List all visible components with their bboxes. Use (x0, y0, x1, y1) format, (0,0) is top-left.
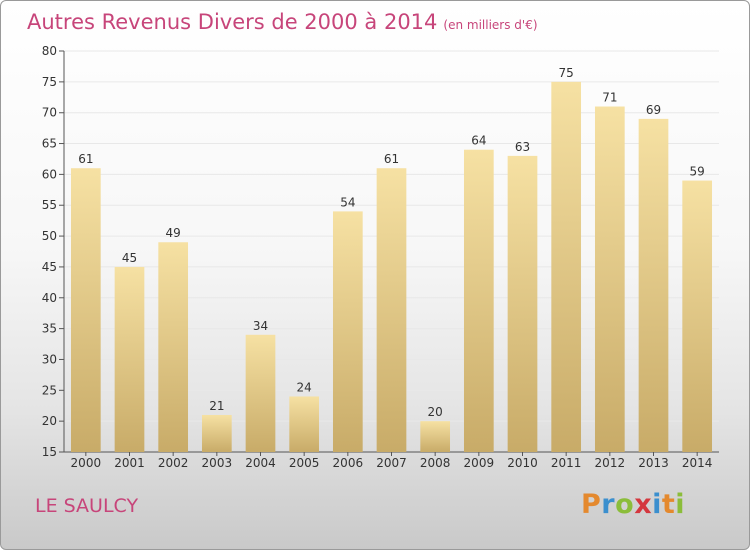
bar-2003 (201, 414, 232, 452)
x-tick-label: 2010 (507, 456, 538, 470)
labels: 15 20 25 30 35 40 45 50 55 60 65 70 75 80 61 2000 45 2001… (42, 44, 713, 470)
x-tick-label: 2008 (420, 456, 451, 470)
x-tick-label: 2001 (114, 456, 145, 470)
y-tick-label: 35 (42, 322, 57, 336)
y-tick-label: 25 (42, 383, 57, 397)
logo-letter: r (601, 489, 616, 520)
x-tick-label: 2002 (158, 456, 189, 470)
y-tick-label: 50 (42, 229, 57, 243)
bar-2004 (245, 334, 276, 452)
x-tick-label: 2007 (376, 456, 407, 470)
x-tick-label: 2006 (333, 456, 364, 470)
bar-2000 (70, 168, 101, 452)
data-label-2012: 71 (602, 91, 617, 105)
y-tick-label: 75 (42, 75, 57, 89)
bars (70, 81, 713, 453)
y-tick-label: 15 (42, 445, 57, 459)
data-label-2001: 45 (122, 251, 137, 265)
bar-2014 (682, 180, 713, 453)
data-label-2007: 61 (384, 152, 399, 166)
bar-2013 (638, 118, 669, 452)
y-tick-label: 30 (42, 352, 57, 366)
bar-2001 (114, 266, 145, 452)
y-tick-label: 55 (42, 198, 57, 212)
bar-2005 (289, 396, 320, 452)
logo-letter: i (675, 489, 686, 520)
logo-letter: P (581, 489, 602, 520)
bar-2012 (594, 106, 625, 453)
x-tick-label: 2004 (245, 456, 276, 470)
bar-2009 (463, 149, 494, 452)
bar-2006 (332, 211, 363, 452)
data-label-2000: 61 (78, 152, 93, 166)
x-tick-label: 2000 (71, 456, 102, 470)
x-tick-label: 2012 (595, 456, 626, 470)
x-tick-label: 2011 (551, 456, 582, 470)
y-tick-label: 20 (42, 414, 57, 428)
data-label-2004: 34 (253, 319, 268, 333)
logo-letter: t (661, 489, 676, 520)
data-label-2011: 75 (559, 66, 574, 80)
y-tick-label: 45 (42, 260, 57, 274)
y-tick-label: 60 (42, 167, 57, 181)
x-tick-label: 2014 (682, 456, 713, 470)
data-label-2014: 59 (690, 165, 705, 179)
data-label-2008: 20 (428, 405, 443, 419)
x-tick-label: 2003 (202, 456, 233, 470)
bar-2008 (420, 421, 451, 452)
data-label-2002: 49 (166, 226, 181, 240)
chart-title-text: Autres Revenus Divers de 2000 à 2014 (27, 10, 438, 34)
bar-2002 (158, 242, 189, 452)
x-tick-label: 2013 (638, 456, 669, 470)
proxiti-logo: Proxiti (581, 489, 685, 520)
bar-2011 (551, 81, 582, 452)
data-label-2013: 69 (646, 103, 661, 117)
data-label-2010: 63 (515, 140, 530, 154)
logo-letter: x (634, 489, 653, 520)
chart-title: Autres Revenus Divers de 2000 à 2014 (en … (27, 10, 538, 34)
y-tick-label: 70 (42, 106, 57, 120)
data-label-2006: 54 (340, 195, 355, 209)
data-label-2009: 64 (471, 134, 486, 148)
bar-2007 (376, 168, 407, 452)
chart-unit: (en milliers d'€) (443, 18, 538, 32)
logo-letter: o (615, 489, 635, 520)
logo-letter: i (652, 489, 662, 520)
y-tick-label: 80 (42, 44, 57, 58)
place-name: LE SAULCY (35, 495, 139, 517)
y-tick-label: 65 (42, 137, 57, 151)
data-label-2005: 24 (297, 380, 312, 394)
y-tick-label: 40 (42, 291, 57, 305)
x-tick-label: 2005 (289, 456, 320, 470)
x-tick-label: 2009 (464, 456, 495, 470)
bar-2010 (507, 155, 538, 452)
data-label-2003: 21 (209, 399, 224, 413)
